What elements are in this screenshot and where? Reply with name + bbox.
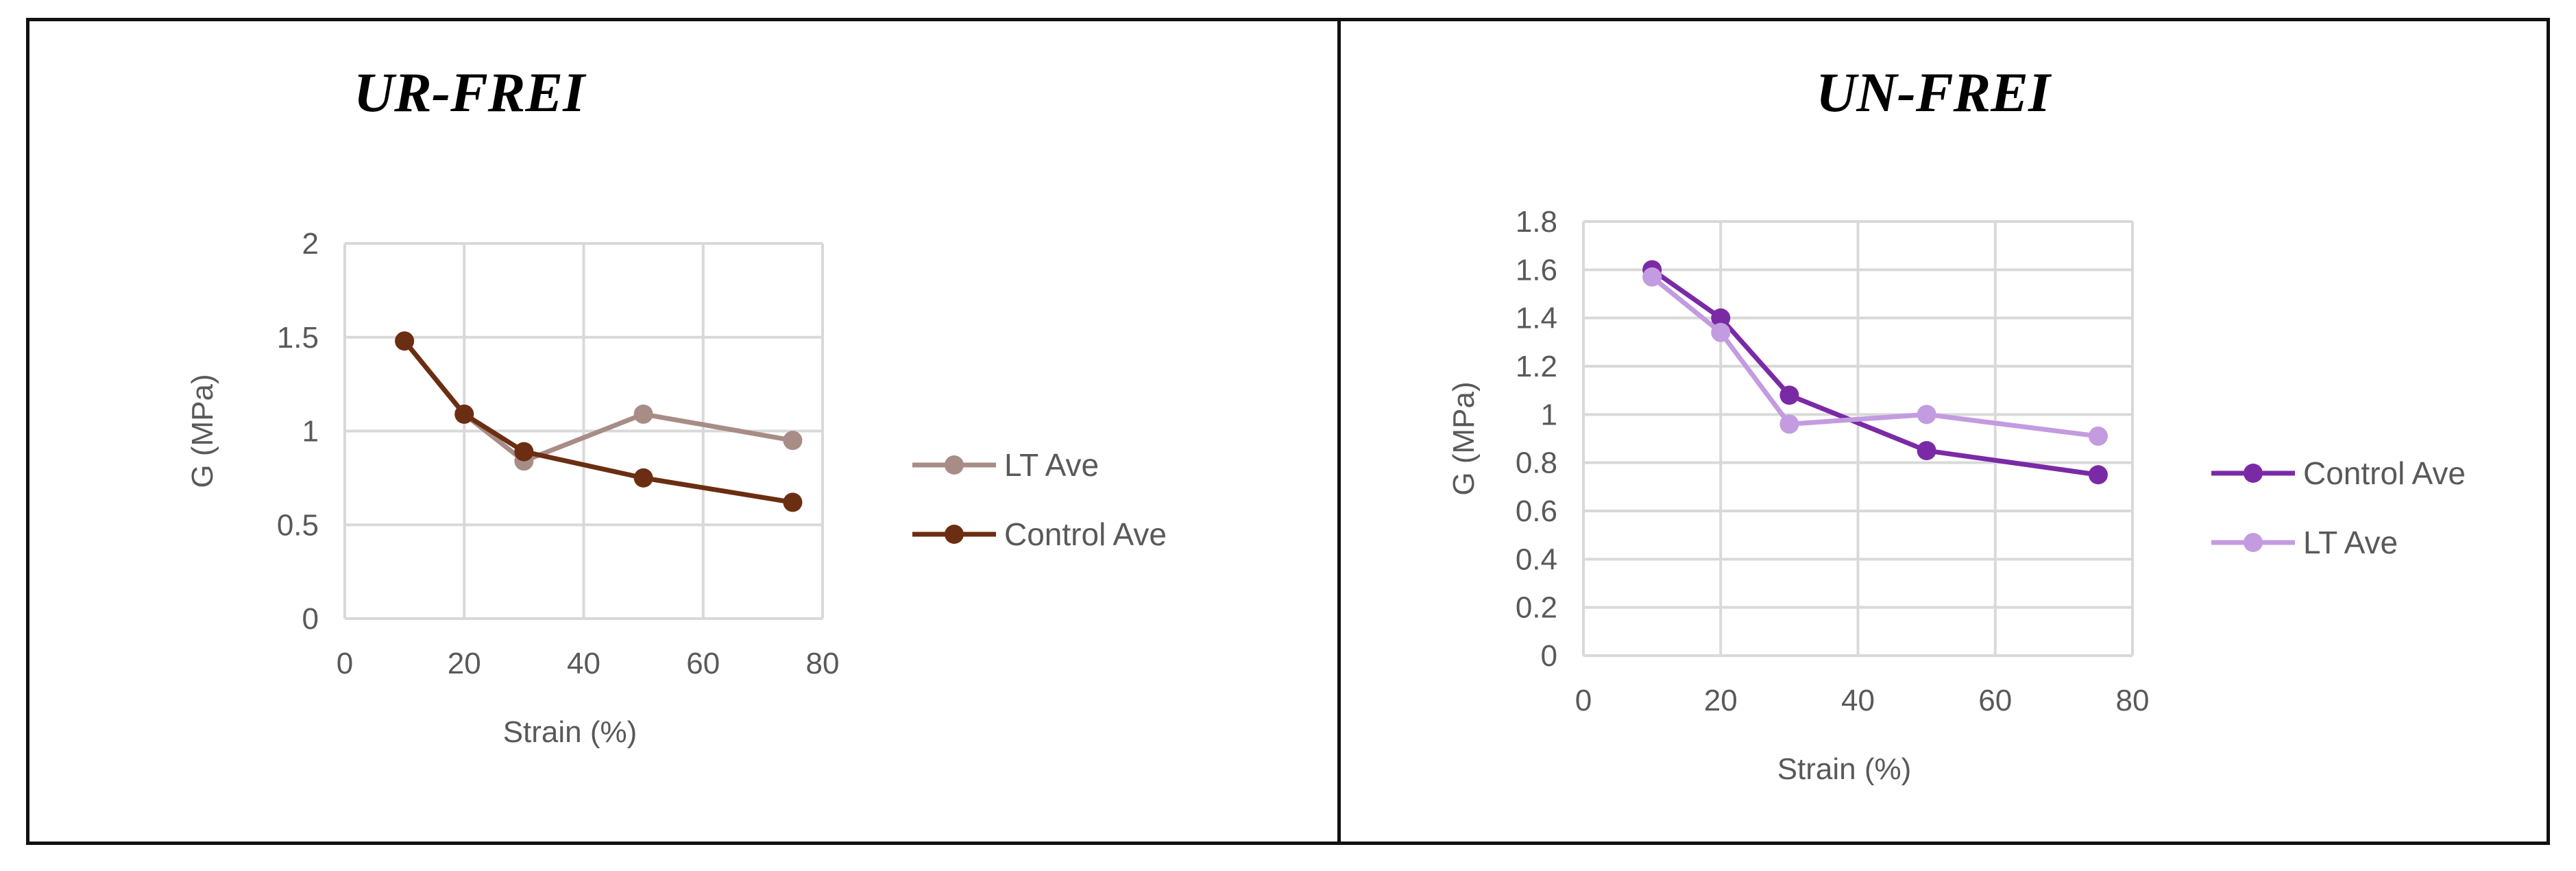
legend-label: LT Ave [1004,447,1099,483]
chart-ur-frei: 00.511.520 20 40 60 80G (MPa)Strain (%)LT Av… [186,227,1167,749]
panel-title: UN-FREI [1816,61,2050,123]
legend-marker [2244,533,2263,552]
data-point [1917,405,1936,425]
y-tick-label: 0.4 [1516,542,1557,576]
y-tick-label: 0.5 [277,508,319,542]
legend-marker [945,525,964,544]
legend-label: Control Ave [1004,516,1167,552]
x-axis-title: Strain (%) [1777,752,1912,786]
x-tick-label: 0 [337,647,353,680]
data-point [1779,414,1799,434]
figure-frame [26,18,2550,845]
data-point [1642,267,1662,287]
series-line [1650,275,2099,439]
chart-un-frei: 0 0.2 0.4 0.6 0.8 1 1.2 1.4 1.6 1.8 0 20 40 60 80 G (MP… [1447,205,2466,786]
x-tick-label: 20 [448,647,481,680]
y-tick-label: 1.6 [1516,253,1557,287]
data-point [633,468,653,488]
y-tick-label: 2 [302,227,319,261]
x-tick-label: 40 [1841,684,1875,717]
data-point [783,492,803,512]
x-tick-label: 80 [806,647,840,680]
data-point [1711,322,1731,342]
x-tick-label: 80 [2116,684,2150,717]
x-tick-label: 20 [1704,684,1738,717]
legend-label: LT Ave [2303,525,2398,560]
panel-title: UR-FREI [353,61,585,123]
data-point [395,331,415,351]
y-tick-label: 0 [302,602,319,636]
y-tick-label: 1.5 [277,321,319,355]
y-axis-title: G (MPa) [186,374,219,488]
panel-divider [1337,18,1341,845]
x-tick-label: 0 [1575,684,1592,717]
y-tick-label: 0.2 [1516,591,1557,625]
series-line [1651,267,2099,477]
y-tick-label: 1 [1541,398,1557,431]
data-point [514,442,534,462]
x-tick-label: 40 [567,647,600,680]
data-point [454,404,474,424]
y-tick-label: 1.2 [1516,350,1557,383]
x-axis-title: Strain (%) [503,715,637,749]
data-point [783,431,803,451]
data-point [1779,385,1799,405]
x-tick-label: 60 [686,647,720,680]
legend-marker [2244,464,2263,483]
y-tick-label: 1.8 [1516,205,1557,239]
data-point [2088,426,2108,446]
y-tick-label: 0.6 [1516,494,1557,528]
legend-marker [945,455,964,475]
y-tick-label: 0 [1541,639,1557,673]
data-point [2088,465,2108,485]
data-point [1711,308,1731,328]
legend-label: Control Ave [2303,455,2466,491]
x-tick-label: 60 [1978,684,2012,717]
panel-un-frei: UN-FREI 0 0.2 0.4 0.6 0.8 1 1.2 1.4 1.6 1.8 0 20 40 6… [1341,18,2550,845]
y-tick-label: 0.8 [1516,446,1557,480]
y-tick-label: 1 [302,415,319,449]
panel-ur-frei: UR-FREI 0 0.5 1 1.5 2 0 20 40 60 80 G (MPa) Strain … [26,18,1337,845]
y-axis-title: G (MPa) [1447,381,1481,495]
series-line [402,339,794,464]
y-tick-label: 1.4 [1516,302,1557,335]
data-point [633,404,653,424]
data-point [1917,441,1936,461]
